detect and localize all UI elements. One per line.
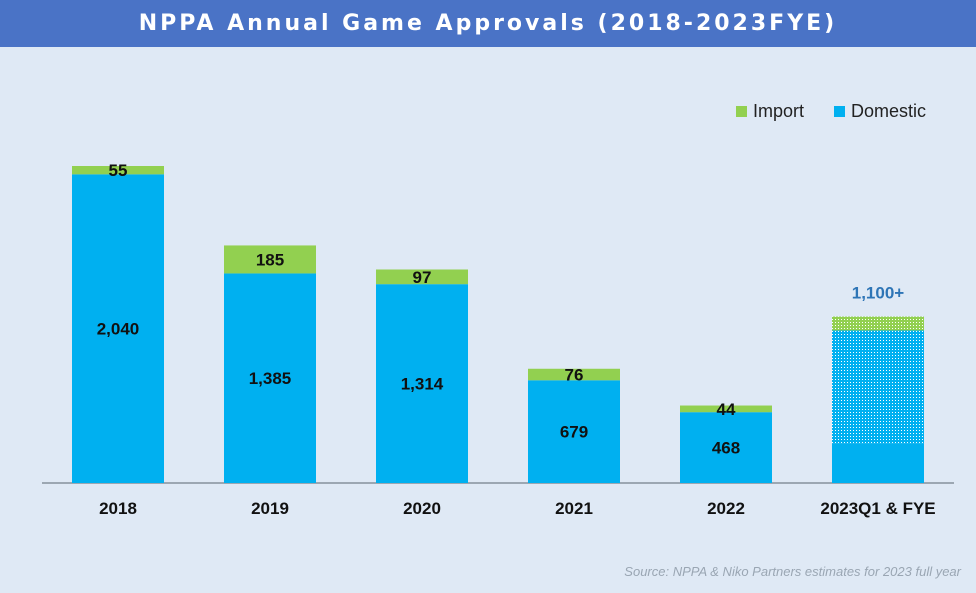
title-bar: NPPA Annual Game Approvals (2018-2023FYE… [0, 0, 976, 47]
bar-domestic-2021 [528, 380, 620, 483]
legend-swatch-domestic [834, 106, 846, 117]
x-tick-label-2020: 2020 [403, 499, 441, 518]
data-label-import-2018: 55 [109, 161, 128, 180]
bar-import-2021 [528, 368, 620, 381]
data-label-domestic-2019: 1,385 [249, 369, 292, 388]
legend-item-import: Import [736, 101, 804, 122]
bar-import-2019 [224, 245, 316, 274]
bar-import-2022 [680, 405, 772, 413]
legend: Import Domestic [736, 101, 926, 122]
bar-import-estimate-2023q1-fye [832, 316, 924, 331]
data-label-import-2021: 76 [565, 366, 584, 385]
legend-label-import: Import [753, 101, 805, 121]
bar-domestic-2020 [376, 284, 468, 483]
x-tick-label-2023q1-fye: 2023Q1 & FYE [820, 499, 935, 518]
data-label-domestic-2022: 468 [712, 439, 740, 458]
legend-swatch-import [736, 106, 747, 117]
data-label-domestic-2021: 679 [560, 423, 588, 442]
x-tick-label-2018: 2018 [99, 499, 137, 518]
bar-domestic-2023q1-fye [832, 443, 924, 483]
data-label-total-estimate: 1,100+ [852, 284, 905, 303]
bar-domestic-2018 [72, 174, 164, 483]
x-tick-label-2021: 2021 [555, 499, 593, 518]
x-tick-label-2019: 2019 [251, 499, 289, 518]
bar-import-2018 [72, 166, 164, 175]
x-tick-label-2022: 2022 [707, 499, 745, 518]
legend-label-domestic: Domestic [851, 101, 927, 121]
source-note: Source: NPPA & Niko Partners estimates f… [624, 564, 961, 579]
data-label-import-2019: 185 [256, 250, 284, 269]
data-label-domestic-2020: 1,314 [401, 375, 444, 394]
data-label-domestic-2018: 2,040 [97, 320, 140, 339]
bar-domestic-2019 [224, 273, 316, 483]
bar-domestic-estimate-2023q1-fye [832, 330, 924, 444]
bar-import-2020 [376, 269, 468, 285]
chart-title: NPPA Annual Game Approvals (2018-2023FYE… [138, 11, 838, 36]
legend-item-domestic: Domestic [834, 101, 926, 122]
bar-domestic-2022 [680, 412, 772, 483]
data-label-import-2020: 97 [413, 268, 432, 287]
data-label-import-2022: 44 [717, 400, 736, 419]
